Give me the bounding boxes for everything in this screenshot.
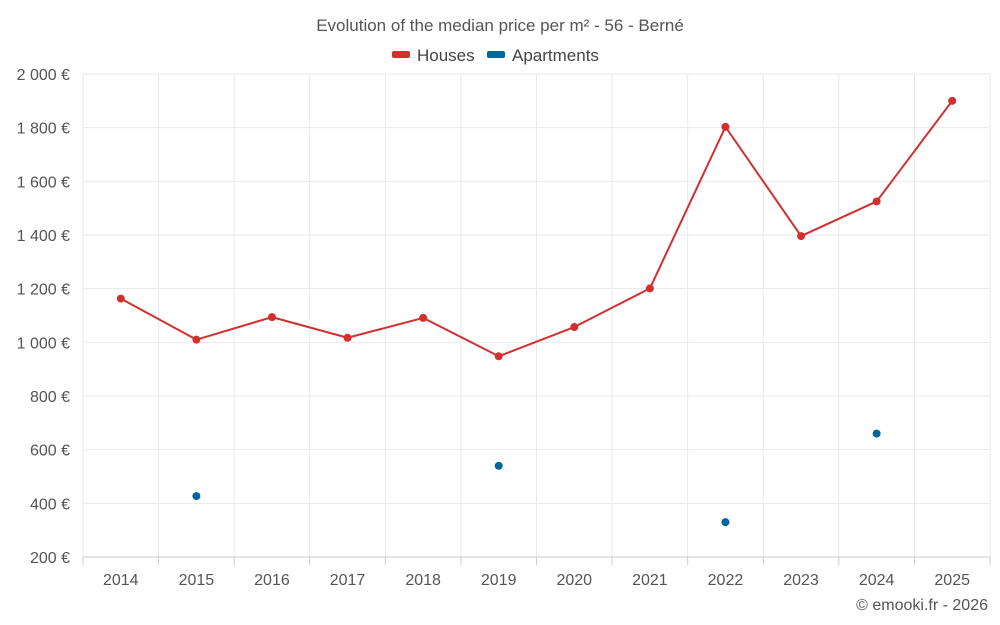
legend-swatch-houses [392,51,410,58]
series-houses [116,96,957,361]
data-point-houses [116,294,125,303]
data-point-houses [570,323,579,332]
axes: 200 € 400 € 600 € 800 € 1 000 € 1 200 € 1 400 … [17,67,991,589]
data-point-apartments [494,461,503,470]
x-tick-label: 2024 [859,572,895,589]
data-point-apartments [872,429,881,438]
x-tick-label: 2016 [254,572,290,589]
data-point-houses [494,352,503,361]
x-tick-label: 2020 [556,572,592,589]
y-tick-label: 1 600 € [17,174,70,191]
x-tick-label: 2025 [934,572,970,589]
series-layer [116,96,957,527]
credit-text: © emooki.fr - 2026 [856,597,988,614]
data-point-apartments [721,518,730,527]
data-point-houses [267,313,276,322]
y-tick-label: 600 € [30,443,70,460]
y-tick-label: 200 € [30,550,70,567]
data-point-houses [645,284,654,293]
legend-label-houses: Houses [417,46,475,65]
legend: Houses Apartments [392,46,599,65]
legend-label-apartments: Apartments [512,46,599,65]
data-point-houses [192,335,201,344]
x-tick-label: 2022 [708,572,744,589]
data-point-houses [419,313,428,322]
y-tick-label: 1 400 € [17,228,70,245]
grid [82,73,991,557]
y-tick-label: 1 200 € [17,282,70,299]
y-tick-label: 800 € [30,389,70,406]
data-point-apartments [192,492,201,501]
x-tick-label: 2018 [405,572,441,589]
series-line-houses [120,100,954,358]
data-point-houses [721,122,730,131]
y-tick-label: 400 € [30,496,70,513]
y-tick-label: 1 000 € [17,335,70,352]
x-tick-label: 2017 [330,572,366,589]
x-tick-label: 2019 [481,572,517,589]
data-point-houses [343,333,352,342]
data-point-houses [948,96,957,105]
x-tick-label: 2023 [783,572,819,589]
data-point-houses [872,197,881,206]
x-tick-label: 2014 [103,572,139,589]
y-tick-label: 2 000 € [17,67,70,84]
x-tick-label: 2021 [632,572,668,589]
data-point-houses [797,232,806,241]
series-apartments [192,429,881,527]
y-tick-label: 1 800 € [17,121,70,138]
chart-title: Evolution of the median price per m² - 5… [316,16,684,35]
legend-swatch-apartments [487,51,505,58]
x-tick-label: 2015 [179,572,215,589]
